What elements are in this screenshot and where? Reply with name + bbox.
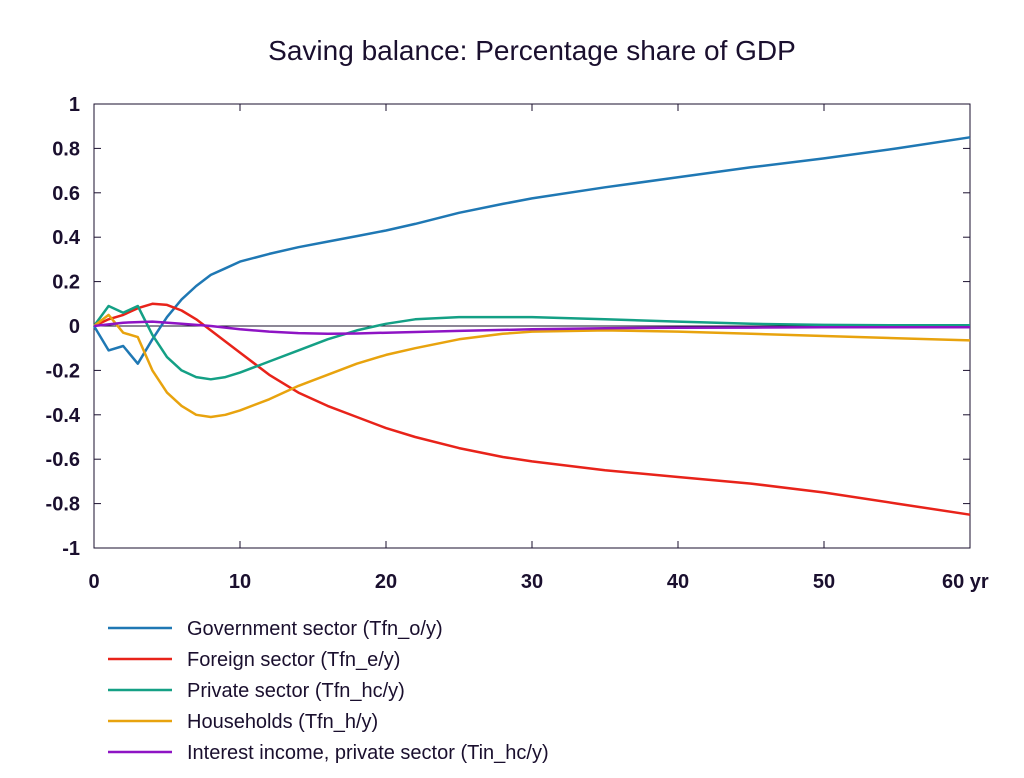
- y-tick-label: -0.4: [46, 405, 81, 427]
- legend-label-1: Government sector (Tfn_o/y): [187, 618, 443, 640]
- x-tick-label: 50: [813, 571, 835, 593]
- y-tick-label: 0.4: [52, 227, 81, 249]
- x-tick-label: 40: [667, 571, 689, 593]
- series-line-4: [93, 313, 971, 419]
- series-line-2: [93, 302, 971, 516]
- legend-label-4: Households (Tfn_h/y): [187, 711, 378, 733]
- plot-area: 1 0.8 0.6 0.4 0.2 0 -0.2 -0.4 -0.6 -0.8 -1 0 10 20 30 4…: [46, 94, 989, 593]
- y-tick-label: 0.2: [52, 272, 80, 294]
- y-tick-label: 1: [69, 94, 80, 116]
- y-tick-label: -0.2: [46, 360, 80, 382]
- legend: Government sector (Tfn_o/y) Foreign secto…: [108, 618, 549, 764]
- series-line-5: [93, 320, 970, 336]
- legend-label-3: Private sector (Tfn_hc/y): [187, 680, 405, 702]
- y-tick-label: -0.6: [46, 449, 80, 471]
- chart-title: Saving balance: Percentage share of GDP: [268, 35, 796, 66]
- x-tick-label: 30: [521, 571, 543, 593]
- x-tick-label: 10: [229, 571, 251, 593]
- y-tick-label: -0.8: [46, 494, 80, 516]
- legend-label-5: Interest income, private sector (Tin_hc/…: [187, 742, 549, 764]
- y-tick-label: -1: [62, 538, 80, 560]
- y-tick-label: 0: [69, 316, 80, 338]
- x-tick-label: 20: [375, 571, 397, 593]
- series-line-3: [92, 304, 970, 381]
- x-tick-label: 60 yr: [942, 571, 989, 593]
- series-line-1: [92, 136, 971, 365]
- y-tick-label: 0.8: [52, 138, 80, 160]
- y-tick-label: 0.6: [52, 183, 80, 205]
- x-tick-label: 0: [88, 571, 99, 593]
- legend-label-2: Foreign sector (Tfn_e/y): [187, 649, 400, 671]
